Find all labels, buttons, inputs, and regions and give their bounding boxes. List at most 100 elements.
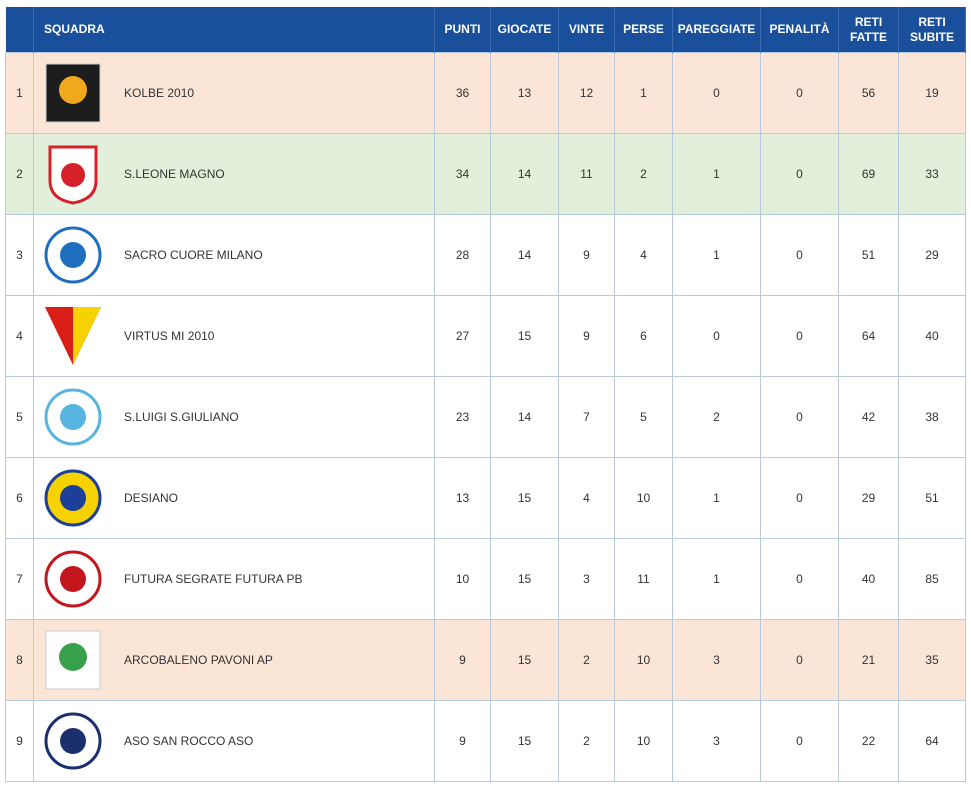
- stat-cell: 9: [434, 619, 491, 701]
- team-cell: S.LEONE MAGNO: [33, 133, 435, 215]
- stat-cell: 0: [760, 619, 839, 701]
- stat-cell: 64: [838, 295, 899, 377]
- stat-cell: 2: [672, 376, 761, 458]
- team-wrap: DESIANO: [34, 467, 434, 529]
- stat-cell: 3: [672, 619, 761, 701]
- stat-cell: 4: [614, 214, 673, 296]
- position-cell: 9: [5, 700, 34, 782]
- stat-cell: 1: [672, 538, 761, 620]
- team-cell: ARCOBALENO PAVONI AP: [33, 619, 435, 701]
- team-logo: [48, 145, 98, 205]
- stat-cell: 19: [898, 52, 966, 134]
- stat-cell: 0: [672, 295, 761, 377]
- stat-cell: 0: [760, 214, 839, 296]
- stat-cell: 12: [558, 52, 615, 134]
- stat-cell: 0: [760, 52, 839, 134]
- stat-cell: 0: [760, 538, 839, 620]
- stat-cell: 15: [490, 295, 559, 377]
- standings-table: SQUADRA PUNTI GIOCATE VINTE PERSE PAREGGIATE P…: [5, 7, 966, 782]
- team-logo: [45, 630, 101, 690]
- stat-cell: 4: [558, 457, 615, 539]
- table-row: 5 S.LUIGI S.GIULIANO 23 14 7 5 2 0 42 38: [5, 376, 966, 458]
- table-row: 1 KOLBE 2010 36 13 12 1 0 0 56 19: [5, 52, 966, 134]
- team-logo: [44, 469, 102, 527]
- team-name: S.LEONE MAGNO: [124, 167, 225, 181]
- position-cell: 4: [5, 295, 34, 377]
- team-cell: FUTURA SEGRATE FUTURA PB: [33, 538, 435, 620]
- position-cell: 5: [5, 376, 34, 458]
- stat-cell: 69: [838, 133, 899, 215]
- team-logo: [45, 63, 101, 123]
- stat-cell: 1: [672, 214, 761, 296]
- team-name: KOLBE 2010: [124, 86, 195, 100]
- table-row: 6 DESIANO 13 15 4 10 1 0 29 51: [5, 457, 966, 539]
- stat-cell: 2: [614, 133, 673, 215]
- stat-cell: 9: [558, 295, 615, 377]
- team-logo: [44, 388, 102, 446]
- stat-cell: 27: [434, 295, 491, 377]
- stat-cell: 1: [672, 133, 761, 215]
- stat-cell: 0: [760, 295, 839, 377]
- stat-cell: 85: [898, 538, 966, 620]
- team-logo: [44, 226, 102, 284]
- stat-cell: 15: [490, 538, 559, 620]
- stat-cell: 35: [898, 619, 966, 701]
- column-header: PUNTI: [434, 7, 491, 53]
- team-cell: ASO SAN ROCCO ASO: [33, 700, 435, 782]
- team-name: SACRO CUORE MILANO: [124, 248, 263, 262]
- team-name: S.LUIGI S.GIULIANO: [124, 410, 239, 424]
- table-row: 2 S.LEONE MAGNO 34 14 11 2 1 0 69 33: [5, 133, 966, 215]
- stat-cell: 51: [838, 214, 899, 296]
- stat-cell: 22: [838, 700, 899, 782]
- stat-cell: 14: [490, 133, 559, 215]
- team-cell: S.LUIGI S.GIULIANO: [33, 376, 435, 458]
- stat-cell: 36: [434, 52, 491, 134]
- stat-cell: 2: [558, 619, 615, 701]
- stat-cell: 15: [490, 700, 559, 782]
- stat-cell: 56: [838, 52, 899, 134]
- stat-cell: 10: [614, 619, 673, 701]
- stat-cell: 64: [898, 700, 966, 782]
- column-header: PENALITÀ: [760, 7, 839, 53]
- table-row: 8 ARCOBALENO PAVONI AP 9 15 2 10 3 0 21 35: [5, 619, 966, 701]
- stat-cell: 28: [434, 214, 491, 296]
- team-name: ARCOBALENO PAVONI AP: [124, 653, 273, 667]
- team-logo: [44, 712, 102, 770]
- column-header: PAREGGIATE: [672, 7, 761, 53]
- stat-cell: 9: [558, 214, 615, 296]
- team-wrap: ARCOBALENO PAVONI AP: [34, 629, 434, 691]
- team-wrap: S.LEONE MAGNO: [34, 143, 434, 205]
- team-wrap: FUTURA SEGRATE FUTURA PB: [34, 548, 434, 610]
- stat-cell: 7: [558, 376, 615, 458]
- team-wrap: ASO SAN ROCCO ASO: [34, 710, 434, 772]
- stat-cell: 11: [558, 133, 615, 215]
- position-cell: 3: [5, 214, 34, 296]
- table-body: 1 KOLBE 2010 36 13 12 1 0 0 56 19 2 S.LEONE MAGNO 34…: [5, 52, 966, 782]
- position-cell: 8: [5, 619, 34, 701]
- column-header: PERSE: [614, 7, 673, 53]
- position-cell: 7: [5, 538, 34, 620]
- stat-cell: 1: [672, 457, 761, 539]
- stat-cell: 10: [614, 457, 673, 539]
- table-row: 4 VIRTUS MI 2010 27 15 9 6 0 0 64 40: [5, 295, 966, 377]
- stat-cell: 51: [898, 457, 966, 539]
- stat-cell: 10: [614, 700, 673, 782]
- position-cell: 6: [5, 457, 34, 539]
- team-name: DESIANO: [124, 491, 179, 505]
- stat-cell: 29: [898, 214, 966, 296]
- stat-cell: 13: [434, 457, 491, 539]
- stat-cell: 34: [434, 133, 491, 215]
- column-header: SQUADRA: [33, 7, 435, 53]
- stat-cell: 40: [838, 538, 899, 620]
- stat-cell: 0: [760, 133, 839, 215]
- stat-cell: 14: [490, 214, 559, 296]
- team-logo: [45, 307, 101, 365]
- stat-cell: 5: [614, 376, 673, 458]
- stat-cell: 40: [898, 295, 966, 377]
- table-row: 7 FUTURA SEGRATE FUTURA PB 10 15 3 11 1 0 40 85: [5, 538, 966, 620]
- position-cell: 1: [5, 52, 34, 134]
- stat-cell: 6: [614, 295, 673, 377]
- stat-cell: 0: [760, 457, 839, 539]
- table-row: 9 ASO SAN ROCCO ASO 9 15 2 10 3 0 22 64: [5, 700, 966, 782]
